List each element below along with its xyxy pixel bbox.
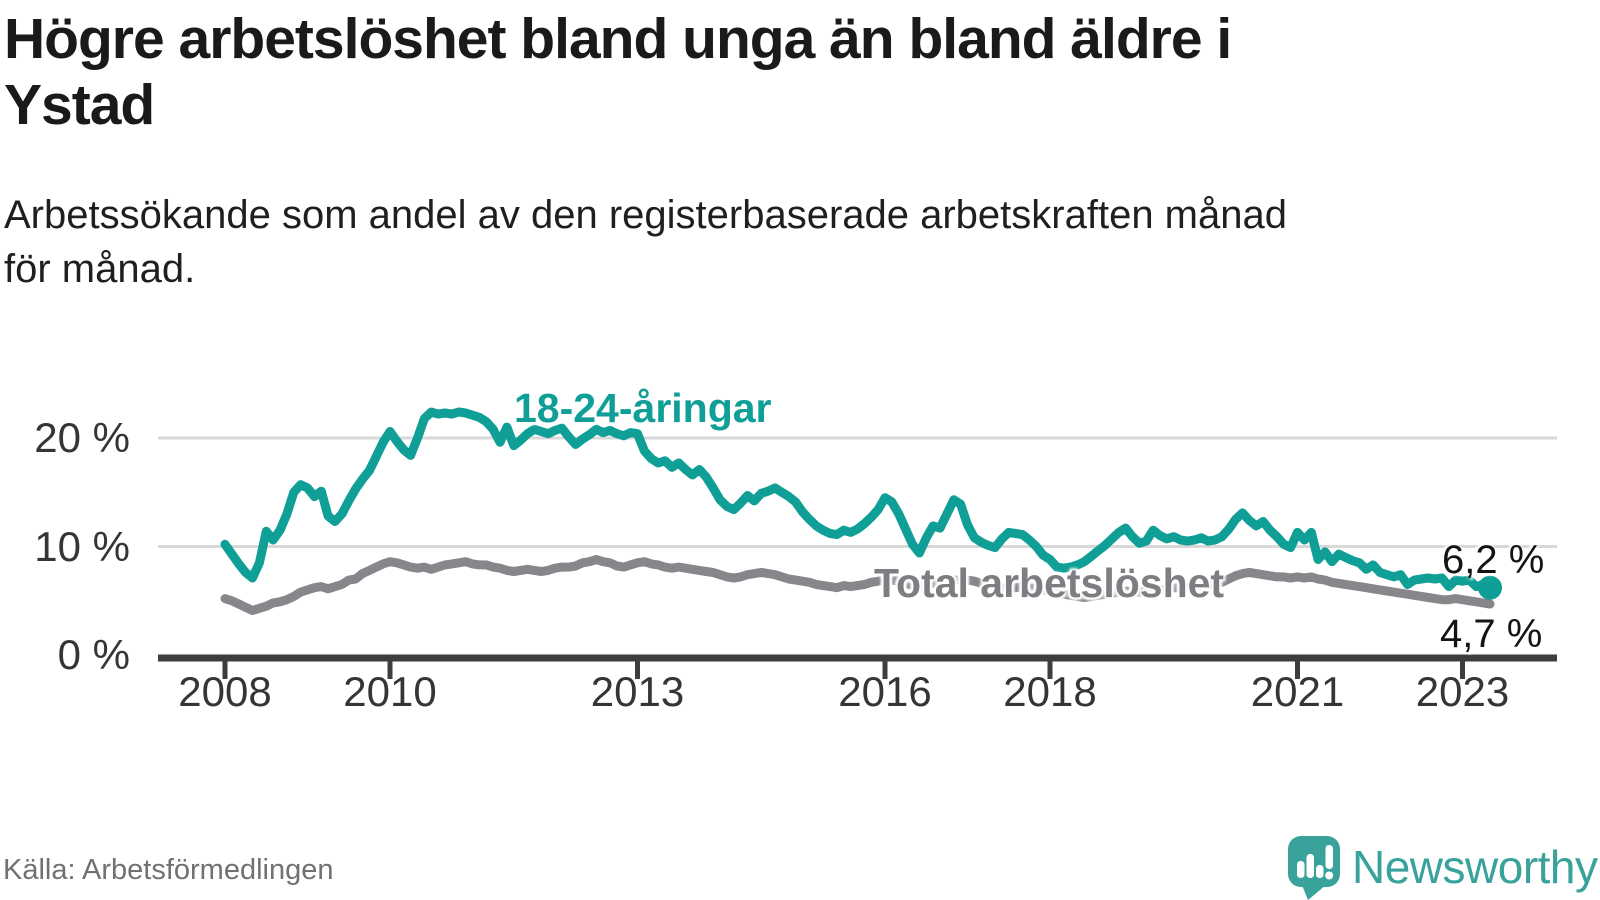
x-tick-label: 2010 — [343, 668, 437, 715]
x-tick-label: 2023 — [1415, 668, 1510, 715]
series-lines — [220, 407, 1502, 615]
chart-title-line2: Ystad — [4, 73, 155, 137]
x-tick-label: 2021 — [1250, 668, 1345, 715]
y-tick-label: 20 % — [34, 414, 130, 461]
chart-subtitle-line2: för månad. — [4, 247, 196, 291]
y-tick-label: 10 % — [34, 522, 130, 570]
chart-subtitle-line1: Arbetssökande som andel av den registerb… — [4, 193, 1287, 237]
x-tick-label: 2016 — [838, 668, 932, 715]
y-tick-label: 0 % — [57, 631, 130, 678]
newsworthy-logo[interactable]: Newsworthy — [1286, 834, 1598, 900]
x-tick-label: 2018 — [1003, 668, 1097, 715]
x-tick-label: 2008 — [178, 668, 272, 715]
chart-subtitle: Arbetssökande som andel av den registerb… — [4, 188, 1564, 296]
series-line-total — [220, 555, 1495, 615]
x-axis — [158, 654, 1557, 679]
chart-title: Högre arbetslöshet bland unga än bland ä… — [4, 6, 1594, 138]
series-label-youth: 18-24-åringar — [514, 385, 772, 431]
end-value-label-total: 4,7 % — [1440, 612, 1543, 656]
series-line-youth — [220, 407, 1495, 593]
newsworthy-wordmark: Newsworthy — [1352, 841, 1598, 893]
chart-title-line1: Högre arbetslöshet bland unga än bland ä… — [4, 7, 1232, 71]
series-label-total: Total arbetslöshet — [874, 560, 1225, 606]
x-tick-label: 2013 — [590, 668, 685, 715]
source-note: Källa: Arbetsförmedlingen — [3, 854, 334, 886]
newsworthy-chat-bar-chart-icon — [1288, 836, 1340, 900]
series-end-dot — [1478, 575, 1502, 600]
end-value-label-youth: 6,2 % — [1442, 538, 1545, 582]
